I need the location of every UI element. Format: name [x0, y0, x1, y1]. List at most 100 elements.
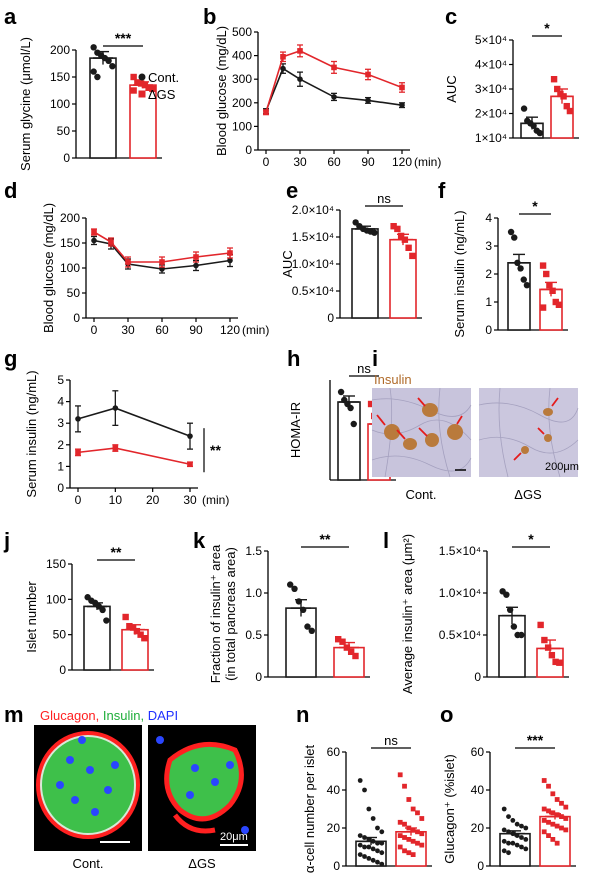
x-tick-label: 90: [189, 323, 203, 337]
data-point: [506, 814, 511, 819]
insulin-signal: [42, 737, 134, 833]
chart-o: 0 20 40 60 Glucagon⁺ (%islet) ***: [442, 732, 576, 873]
data-point: [108, 239, 114, 245]
bar: [83, 605, 111, 671]
data-point: [503, 591, 510, 598]
data-point: [133, 627, 141, 635]
data-point: [297, 76, 303, 82]
data-point: [350, 420, 357, 428]
glucagon-signal: [173, 813, 216, 834]
data-point: [227, 257, 233, 264]
y-axis-label: AUC: [280, 250, 295, 277]
series-line: [93, 239, 231, 270]
data-point: [362, 854, 367, 859]
islet-stain: [521, 446, 529, 454]
data-point: [347, 404, 354, 412]
series-line: [265, 67, 403, 112]
nucleus: [191, 764, 199, 772]
y-tick-label: 1.0×10⁴: [439, 586, 481, 600]
bar: [89, 57, 117, 159]
data-point: [339, 638, 346, 645]
panel-letter-b: b: [203, 4, 216, 29]
data-point: [137, 631, 144, 638]
data-point: [371, 229, 378, 236]
data-point: [401, 236, 409, 243]
data-point: [134, 79, 141, 86]
data-point: [559, 800, 564, 806]
data-point: [291, 585, 298, 592]
y-tick-label: 40: [471, 783, 485, 797]
x-tick-label: 60: [155, 323, 169, 337]
nucleus: [241, 826, 249, 834]
nucleus: [71, 796, 79, 804]
data-point: [394, 225, 401, 233]
x-tick-label: 30: [293, 155, 307, 169]
arrow-icon: [418, 427, 428, 437]
data-point: [507, 228, 515, 236]
data-point: [75, 416, 81, 422]
data-point: [530, 122, 537, 129]
data-point: [501, 848, 507, 854]
tissue-texture: [548, 387, 561, 478]
data-point: [357, 852, 363, 857]
data-point: [514, 842, 520, 848]
y-axis-label: HOMA-IR: [288, 402, 303, 458]
y-tick-label: 0.5×10⁴: [292, 284, 334, 298]
data-point: [501, 827, 507, 833]
y-tick-label: 150: [50, 70, 70, 84]
data-point: [129, 624, 137, 631]
data-point: [370, 857, 376, 863]
legend-label-control: Cont.: [148, 70, 179, 85]
data-point: [375, 859, 380, 865]
nucleus: [226, 761, 234, 769]
tissue-texture: [498, 387, 509, 478]
tissue-texture: [478, 436, 579, 454]
y-tick-label: 0: [245, 143, 252, 157]
data-point: [550, 810, 556, 816]
data-point: [514, 833, 520, 838]
y-tick-label: 4: [485, 211, 492, 225]
data-point: [559, 825, 564, 831]
series-line: [77, 447, 191, 466]
y-axis-label: Glucagon⁺ (%islet): [442, 754, 457, 863]
panel-letter-o: o: [440, 702, 453, 727]
y-tick-label: 20: [327, 821, 341, 835]
chart-a: 0 50 100 150 200 Serum glycine (μmol/L) ***: [18, 30, 162, 171]
significance-label: *: [544, 20, 550, 36]
data-point: [379, 850, 385, 856]
y-tick-label: 4: [57, 395, 64, 409]
y-tick-label: 50: [67, 286, 81, 300]
y-tick-label: 3: [485, 239, 492, 253]
data-point: [510, 623, 518, 630]
data-point: [514, 821, 520, 827]
significance-label: **: [111, 544, 122, 560]
data-point: [555, 301, 563, 308]
data-point: [566, 107, 574, 115]
y-tick-label: 0: [485, 323, 492, 337]
data-point: [419, 816, 425, 821]
data-point: [145, 84, 152, 91]
x-tick-label: 60: [327, 155, 341, 169]
y-axis-label: Serum insulin (ng/mL): [452, 210, 467, 337]
y-tick-label: 0: [255, 670, 262, 684]
data-point: [370, 816, 376, 821]
y-tick-label: 1×10⁴: [475, 131, 507, 145]
panel-letter-i: i: [372, 346, 378, 371]
data-point: [506, 850, 511, 856]
data-point: [506, 840, 511, 846]
y-tick-label: 0: [474, 670, 481, 684]
chart-n: 0 20 40 60 α-cell number per islet ns: [302, 733, 432, 873]
data-point: [405, 244, 412, 251]
islet-dgs: [164, 741, 244, 822]
data-point: [362, 835, 367, 840]
data-point: [402, 783, 407, 789]
data-point: [501, 838, 507, 844]
panel-letter-j: j: [3, 528, 10, 553]
panel-letter-e: e: [286, 178, 298, 203]
data-point: [523, 825, 529, 831]
insulin-stain-label: Insulin: [374, 372, 412, 387]
data-point: [370, 846, 376, 852]
data-point: [546, 833, 551, 838]
data-point: [563, 804, 569, 810]
